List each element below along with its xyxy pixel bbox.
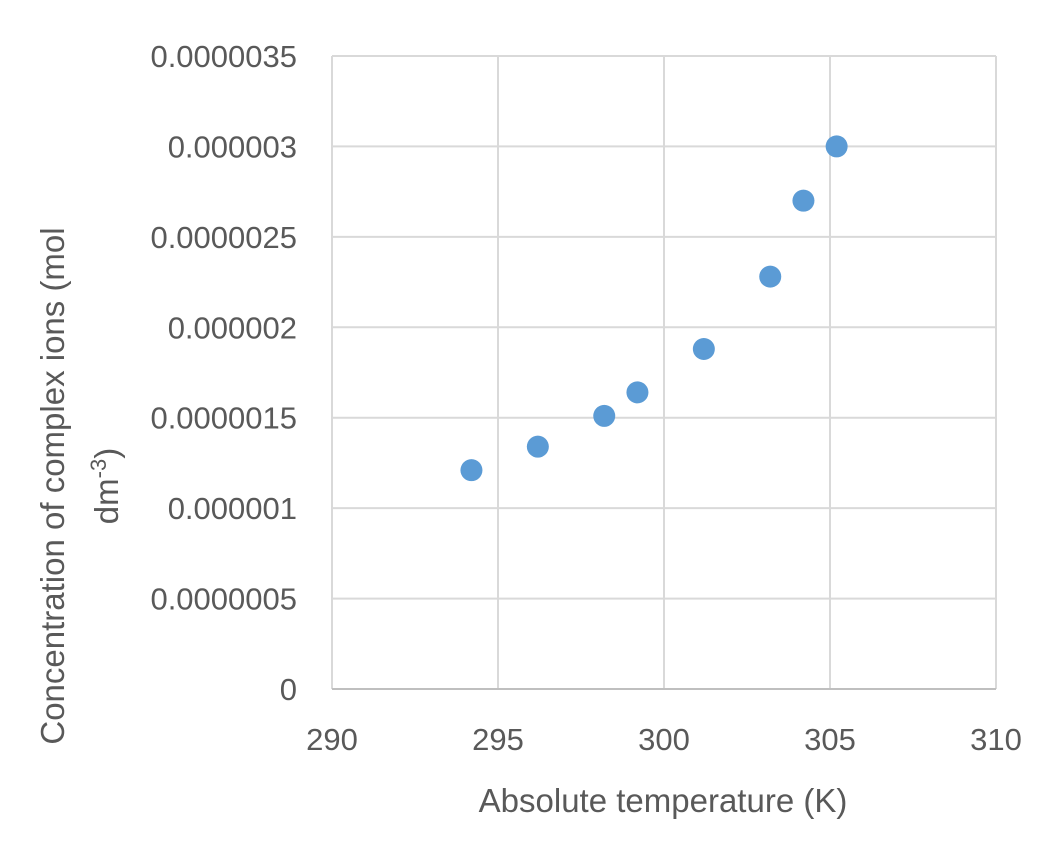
data-point	[792, 189, 815, 212]
x-tick-label: 295	[472, 722, 524, 757]
data-point	[825, 135, 848, 158]
y-axis-unit-superscript: -3	[86, 459, 111, 479]
y-tick-label: 0.000002	[168, 310, 297, 345]
x-tick-label: 290	[306, 722, 358, 757]
y-tick-label: 0.0000035	[150, 39, 297, 74]
y-tick-label: 0.000001	[168, 491, 297, 526]
x-axis-title: Absolute temperature (K)	[479, 782, 848, 819]
x-tick-labels: 290 295 300 305 310	[306, 722, 1022, 757]
data-point	[526, 435, 549, 458]
y-tick-label: 0.0000025	[150, 220, 297, 255]
y-axis-unit-close: )	[88, 448, 125, 459]
data-point	[692, 337, 715, 360]
y-tick-label: 0	[280, 672, 297, 707]
x-tick-label: 300	[638, 722, 690, 757]
data-points	[460, 135, 848, 482]
y-tick-label: 0.000003	[168, 129, 297, 164]
data-point	[593, 404, 616, 427]
y-tick-label: 0.0000005	[150, 582, 297, 617]
x-tick-label: 310	[970, 722, 1022, 757]
y-axis-unit: dm	[88, 478, 125, 524]
data-point	[460, 459, 483, 482]
y-axis-title-line2: dm-3)	[86, 448, 125, 524]
y-tick-label: 0.0000015	[150, 401, 297, 436]
data-point	[626, 381, 649, 404]
x-tick-label: 305	[804, 722, 856, 757]
data-point	[759, 265, 782, 288]
y-axis-title-line1: Concentration of complex ions (mol	[34, 227, 71, 744]
y-tick-labels: 0 0.0000005 0.000001 0.0000015 0.000002 0.000…	[150, 39, 297, 707]
gridlines	[331, 55, 997, 689]
